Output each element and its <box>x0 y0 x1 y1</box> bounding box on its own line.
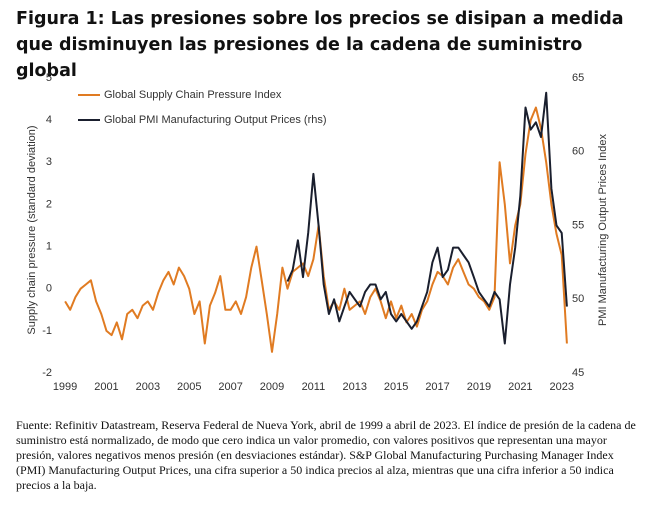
x-tick-label: 2005 <box>177 381 201 393</box>
y-tick-label: 5 <box>46 72 52 84</box>
y-tick-label: 3 <box>46 156 52 168</box>
source-note: Fuente: Refinitiv Datastream, Reserva Fe… <box>16 418 636 492</box>
series-line <box>64 106 568 353</box>
chart: Supply chain pressure (standard deviatio… <box>26 72 609 393</box>
y2-tick-label: 50 <box>572 293 584 305</box>
y2-tick-label: 60 <box>572 146 584 158</box>
x-tick-label: 2019 <box>467 381 491 393</box>
x-tick-label: 2009 <box>260 381 284 393</box>
x-tick-label: 2013 <box>343 381 367 393</box>
x-tick-label: 2001 <box>94 381 118 393</box>
series-line <box>286 91 568 345</box>
x-tick-label: 2011 <box>302 381 326 393</box>
y2-tick-label: 55 <box>572 219 584 231</box>
y2-axis-label: PMI Manufacturing Output Prices Index <box>597 134 609 326</box>
y-tick-label: -2 <box>42 367 52 379</box>
y2-tick-label: 45 <box>572 367 584 379</box>
y2-tick-label: 65 <box>572 72 584 84</box>
y-tick-label: -1 <box>42 325 52 337</box>
legend-label: Global PMI Manufacturing Output Prices (… <box>104 114 327 126</box>
x-tick-label: 2017 <box>425 381 449 393</box>
title: Figura 1: Las presiones sobre los precio… <box>16 9 624 81</box>
y-tick-label: 1 <box>46 240 52 252</box>
y-axis-label: Supply chain pressure (standard deviatio… <box>26 125 38 334</box>
y-tick-label: 2 <box>46 198 52 210</box>
legend-label: Global Supply Chain Pressure Index <box>104 89 282 101</box>
x-tick-label: 1999 <box>53 381 77 393</box>
x-tick-label: 2021 <box>508 381 532 393</box>
x-tick-label: 2003 <box>136 381 160 393</box>
x-tick-label: 2023 <box>549 381 573 393</box>
y-tick-label: 0 <box>46 283 52 295</box>
y-tick-label: 4 <box>46 114 52 126</box>
x-tick-label: 2015 <box>384 381 408 393</box>
x-tick-label: 2007 <box>218 381 242 393</box>
